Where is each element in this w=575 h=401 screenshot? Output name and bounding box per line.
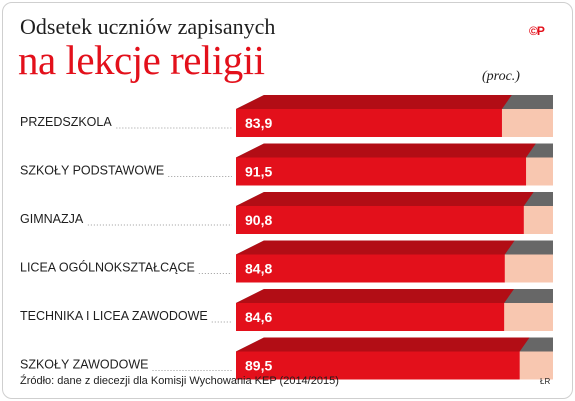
bar-top <box>236 95 512 109</box>
data-label: 91,5 <box>245 164 272 180</box>
bar <box>236 206 524 234</box>
bar-remainder <box>501 109 553 137</box>
category-label: SZKOŁY PODSTAWOWE <box>20 164 164 178</box>
bar <box>236 109 502 137</box>
bar <box>236 303 505 331</box>
bar-remainder <box>504 254 553 283</box>
category-label: PRZEDSZKOLA <box>20 115 112 129</box>
data-label: 83,9 <box>245 115 272 131</box>
chart-title-line1: Odsetek uczniów zapisanych <box>20 14 276 39</box>
bar <box>236 157 527 186</box>
publisher-logo: ©P <box>529 24 545 38</box>
bar-top <box>236 192 534 206</box>
unit-label: (proc.) <box>482 69 520 84</box>
bar-top <box>236 240 515 255</box>
chart-title-line2: na lekcje religii <box>18 37 265 83</box>
bar-top <box>236 143 536 158</box>
category-label: GIMNAZJA <box>20 212 84 226</box>
bar-top <box>236 337 530 352</box>
bar <box>236 351 520 380</box>
bar-top <box>236 289 514 303</box>
bar-remainder <box>519 351 553 380</box>
category-label: TECHNIKA I LICEA ZAWODOWE <box>20 309 208 323</box>
bar <box>236 254 505 283</box>
data-label: 84,6 <box>245 309 272 325</box>
category-label: LICEA OGÓLNOKSZTAŁCĄCE <box>20 260 195 275</box>
bar-remainder <box>504 303 553 331</box>
author-credit: ŁR <box>540 377 551 386</box>
data-label: 90,8 <box>245 212 272 228</box>
data-label: 89,5 <box>245 358 272 374</box>
bar-remainder <box>523 206 553 234</box>
data-label: 84,8 <box>245 261 272 277</box>
source-note: Źródło: dane z diecezji dla Komisji Wych… <box>20 375 339 387</box>
category-label: SZKOŁY ZAWODOWE <box>20 358 149 372</box>
bar-remainder <box>526 157 553 186</box>
